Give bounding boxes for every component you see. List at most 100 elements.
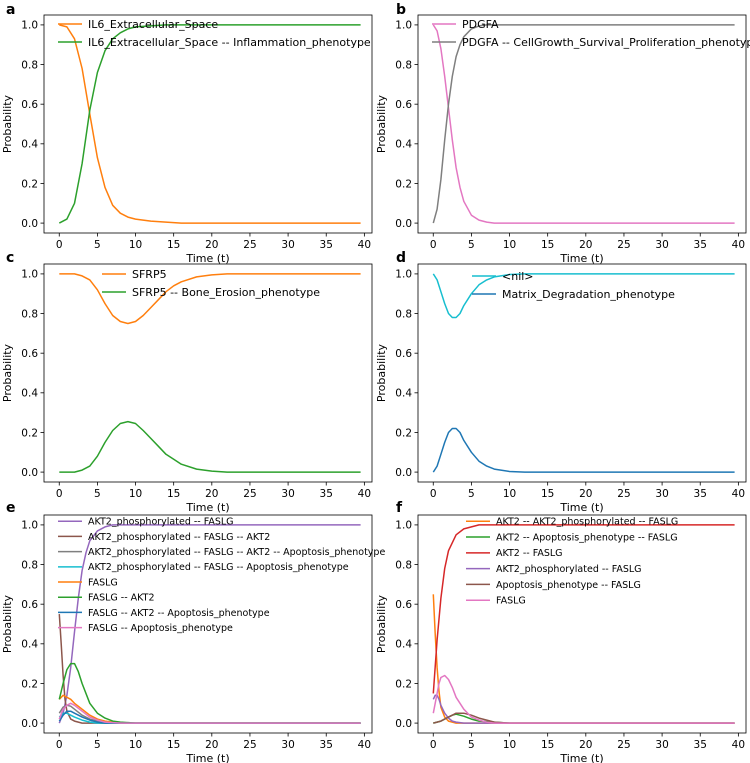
x-tick-label: 5 (94, 739, 101, 751)
y-tick-label: 0.8 (21, 308, 38, 320)
y-tick-label: 0.0 (395, 218, 412, 230)
y-tick-label: 1.0 (395, 520, 412, 532)
x-tick-label: 35 (694, 488, 707, 500)
x-tick-label: 15 (167, 488, 180, 500)
legend: IL6_Extracellular_Space IL6_Extracellular… (58, 18, 371, 49)
legend-label: PDGFA (462, 18, 499, 31)
y-tick-label: 1.0 (395, 20, 412, 32)
series-line-f-2 (432, 524, 735, 694)
legend: <nil> Matrix_Degradation_phenotype (472, 270, 675, 301)
series-line-d-0 (432, 273, 735, 319)
axes-frame (43, 263, 373, 483)
y-tick-label: 0.6 (21, 599, 38, 611)
y-tick-label: 0.4 (395, 139, 412, 151)
legend-label: <nil> (502, 270, 534, 283)
axes-frame (417, 263, 747, 483)
panel-label-f: f (396, 500, 403, 516)
x-tick-label: 20 (205, 739, 218, 751)
axes-frame (417, 14, 747, 234)
y-axis-title: Probability (375, 94, 388, 153)
x-tick-label: 5 (94, 239, 101, 251)
x-tick-label: 15 (167, 239, 180, 251)
panel-label-a: a (6, 2, 15, 18)
legend-label: Apoptosis_phenotype -- FASLG (496, 580, 641, 591)
x-tick-label: 30 (281, 488, 294, 500)
x-tick-label: 35 (694, 739, 707, 751)
panel-label-d: d (396, 250, 406, 266)
x-tick-label: 25 (617, 488, 630, 500)
x-tick-label: 10 (129, 739, 142, 751)
series-line-b-0 (432, 24, 735, 224)
y-axis-title: Probability (375, 343, 388, 402)
y-tick-label: 0.8 (395, 308, 412, 320)
chart-c: c 0 5 10 15 20 25 30 35 40 0.0 0.2 0.4 0.6 0.8 1.0 Time … (1, 250, 373, 514)
x-tick-label: 20 (579, 239, 592, 251)
y-tick-label: 0.2 (395, 427, 412, 439)
legend-label: AKT2_phosphorylated -- FASLG -- Apoptosi… (88, 562, 349, 573)
y-tick-label: 0.4 (395, 388, 412, 400)
x-axis-title: Time (t) (559, 752, 603, 763)
x-tick-label: 10 (129, 488, 142, 500)
x-tick-label: 5 (468, 239, 475, 251)
legend-label: AKT2_phosphorylated -- FASLG -- AKT2 -- … (88, 547, 385, 558)
legend-label: FASLG (496, 596, 526, 607)
y-tick-label: 0.8 (21, 559, 38, 571)
y-tick-label: 0.6 (395, 99, 412, 111)
y-axis-title: Probability (1, 94, 14, 153)
panel-label-b: b (396, 2, 406, 18)
axes-frame (417, 514, 747, 734)
x-tick-label: 30 (281, 739, 294, 751)
series-line-f-5 (432, 674, 735, 724)
x-tick-label: 5 (94, 488, 101, 500)
panel-label-c: c (6, 250, 14, 266)
x-tick-label: 15 (541, 739, 554, 751)
legend-label: IL6_Extracellular_Space (88, 18, 218, 31)
x-axis-title: Time (t) (559, 252, 603, 265)
y-tick-label: 0.8 (395, 559, 412, 571)
y-tick-label: 0.2 (21, 678, 38, 690)
series-line-a-1 (58, 24, 361, 224)
series-line-c-1 (59, 420, 361, 473)
series-line-e-7 (58, 702, 361, 724)
x-tick-label: 35 (320, 488, 333, 500)
x-tick-label: 40 (732, 488, 745, 500)
x-tick-label: 20 (205, 239, 218, 251)
x-tick-label: 35 (320, 739, 333, 751)
y-tick-label: 0.4 (21, 139, 38, 151)
x-tick-label: 35 (320, 239, 333, 251)
y-axis-title: Probability (375, 594, 388, 653)
panel-label-e: e (6, 500, 16, 516)
x-tick-label: 15 (541, 239, 554, 251)
y-tick-label: 0.6 (21, 348, 38, 360)
chart-f: f 0 5 10 15 20 25 30 35 40 0.0 0.2 0.4 0.6 0.8 1.0 Time … (375, 500, 747, 763)
y-axis-title: Probability (1, 594, 14, 653)
x-axis-title: Time (t) (185, 752, 229, 763)
x-tick-label: 0 (430, 239, 437, 251)
legend: PDGFA PDGFA -- CellGrowth_Survival_Prolif… (432, 18, 750, 49)
x-tick-label: 25 (243, 239, 256, 251)
x-tick-label: 15 (541, 488, 554, 500)
legend-label: AKT2 -- FASLG (496, 548, 563, 559)
chart-d: d 0 5 10 15 20 25 30 35 40 0.0 0.2 0.4 0.6 0.8 1.0 Time … (375, 250, 747, 514)
x-tick-label: 40 (732, 239, 745, 251)
y-tick-label: 0.4 (21, 639, 38, 651)
legend-label: FASLG -- AKT2 -- Apoptosis_phenotype (88, 608, 270, 619)
y-tick-label: 0.2 (21, 178, 38, 190)
legend: SFRP5 SFRP5 -- Bone_Erosion_phenotype (102, 268, 320, 299)
x-tick-label: 25 (617, 239, 630, 251)
x-tick-label: 5 (468, 739, 475, 751)
y-tick-label: 0.8 (21, 59, 38, 71)
chart-b: b 0 5 10 15 20 25 30 35 40 0.0 0.2 0.4 0.6 0.8 1.0 Time … (375, 2, 750, 265)
y-tick-label: 0.0 (21, 467, 38, 479)
x-tick-label: 10 (503, 739, 516, 751)
x-tick-label: 20 (579, 739, 592, 751)
series-line-d-1 (432, 427, 735, 473)
legend-label: Matrix_Degradation_phenotype (502, 288, 675, 301)
legend-label: AKT2_phosphorylated -- FASLG (88, 517, 234, 528)
x-tick-label: 30 (655, 488, 668, 500)
series-line-c-0 (59, 273, 361, 325)
legend-label: SFRP5 -- Bone_Erosion_phenotype (132, 286, 320, 299)
y-tick-label: 0.0 (395, 718, 412, 730)
y-axis-title: Probability (1, 343, 14, 402)
